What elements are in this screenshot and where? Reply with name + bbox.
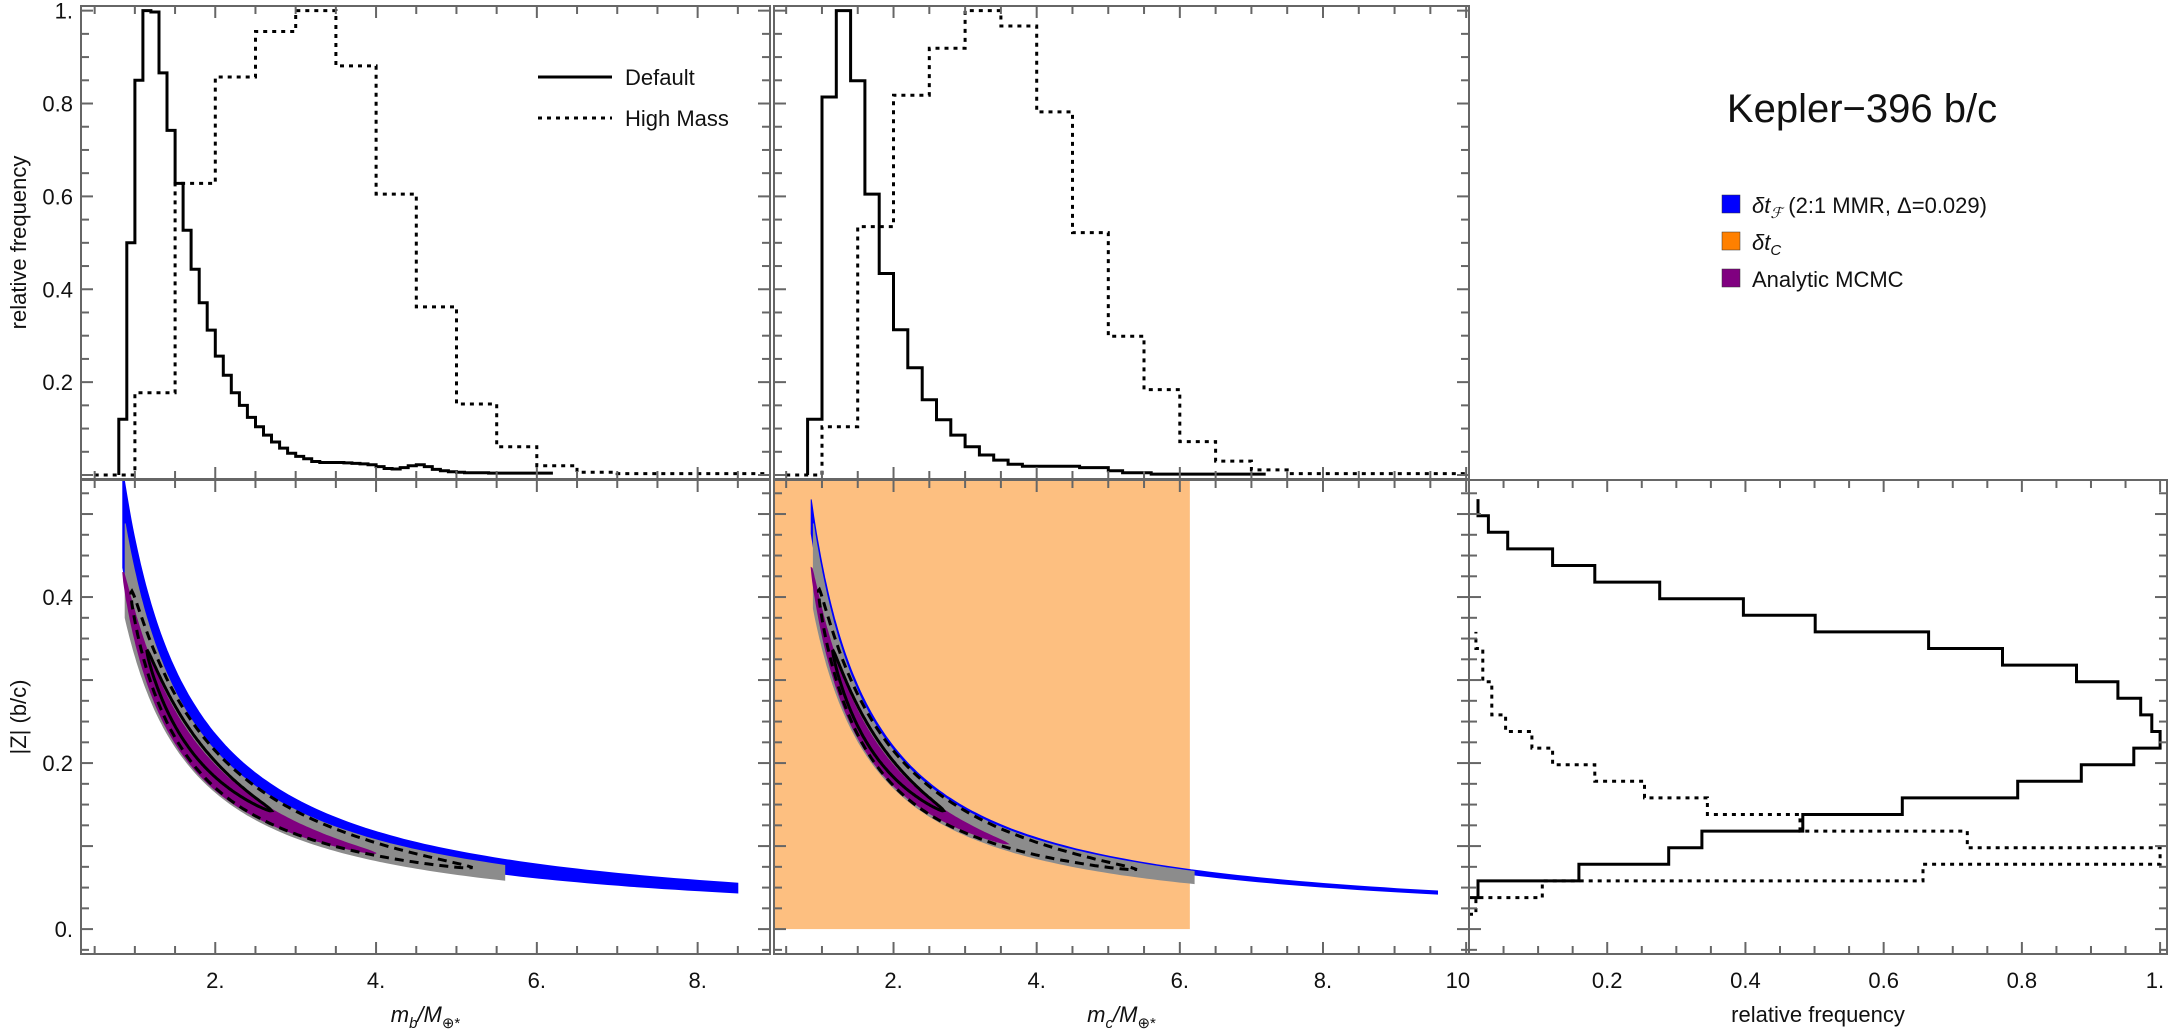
panel-top-left: 0.2 0.4 0.6 0.8 1. relative frequency [6, 0, 771, 480]
y-tick-label: 0.2 [42, 751, 73, 776]
plot-area [122, 480, 739, 894]
x-tick-label: 2. [206, 968, 224, 993]
x-label-subscript: b [409, 1015, 417, 1031]
inner-contour [145, 648, 275, 813]
y-tick-label: 0.2 [42, 370, 73, 395]
legend-label-subscript: ℱ [1770, 205, 1785, 222]
legend-label: Default [625, 65, 695, 90]
y-tick-label: 0.4 [42, 277, 73, 302]
x-tick-label: 1. [2146, 968, 2164, 993]
histogram-default [1469, 499, 2162, 900]
analytic-mcmc [810, 566, 1010, 845]
analytic-mcmc [122, 571, 377, 854]
frame [1468, 479, 2168, 955]
x-tick-label: 8. [1314, 968, 1332, 993]
x-tick-label: 8. [688, 968, 706, 993]
x-label-unit: /M [415, 1002, 442, 1027]
panel-bottom-middle: 2. 4. 6. 8. 10 mc/M⊕* [773, 479, 1470, 1031]
ticks [81, 480, 770, 954]
y-tick-label: 1. [55, 0, 73, 24]
x-label-unit-subscript: ⊕* [442, 1015, 461, 1031]
legend-label-main: δt [1752, 230, 1771, 255]
x-tick-label: 10 [1446, 968, 1470, 993]
legend-label-main: δt [1752, 193, 1771, 218]
x-tick-label: 6. [528, 968, 546, 993]
ticks [81, 6, 770, 479]
ticks [1468, 480, 2167, 954]
y-axis-label: relative frequency [6, 156, 31, 330]
ticks [774, 480, 1469, 954]
plot-area [774, 480, 1438, 930]
histogram-default [806, 9, 1266, 476]
x-tick-label: 0.6 [1868, 968, 1899, 993]
legend-label: δtC [1752, 230, 1781, 259]
legend-swatch [1721, 268, 1741, 288]
figure-title: Kepler−396 b/c [1727, 87, 1997, 131]
plot-area [1469, 499, 2162, 916]
x-tick-label: 6. [1171, 968, 1189, 993]
x-tick-label: 2. [884, 968, 902, 993]
x-tick-label: 0.4 [1730, 968, 1761, 993]
y-tick-label: 0.4 [42, 585, 73, 610]
x-tick-label: 0.8 [2007, 968, 2038, 993]
x-tick-label: 4. [367, 968, 385, 993]
legend-label: High Mass [625, 106, 729, 131]
x-axis-label: mc/M⊕* [1087, 1002, 1156, 1031]
y-axis-label: |Z| (b/c) [6, 680, 31, 755]
panel-top-middle [773, 5, 1470, 480]
outer-contour [816, 586, 1138, 872]
legend-label-subscript: C [1770, 242, 1781, 259]
x-label-symbol: m [1087, 1002, 1105, 1027]
x-label-unit-subscript: ⊕* [1137, 1015, 1156, 1031]
y-tick-label: 0. [55, 917, 73, 942]
histogram-legend: Default High Mass [538, 65, 729, 131]
legend-swatch [1721, 231, 1741, 251]
legend-label-main: Analytic MCMC [1752, 267, 1904, 292]
outer-contour [129, 588, 473, 870]
legend-label-suffix: (2:1 MMR, Δ=0.029) [1782, 193, 1987, 218]
legend-label: δtℱ (2:1 MMR, Δ=0.029) [1752, 193, 1987, 222]
x-axis-label: relative frequency [1731, 1002, 1905, 1027]
x-tick-label: 4. [1028, 968, 1046, 993]
panel-bottom-left: 2. 4. 6. 8. 0. 0.2 0.4 |Z| (b/c) mb/M⊕* [6, 479, 771, 1031]
x-tick-label: 0.2 [1592, 968, 1623, 993]
ticks [774, 6, 1469, 479]
frame [80, 479, 771, 955]
y-tick-label: 0.8 [42, 92, 73, 117]
x-label-subscript: c [1105, 1015, 1113, 1031]
x-axis-label: mb/M⊕* [391, 1002, 461, 1031]
panel-bottom-right: 0.2 0.4 0.6 0.8 1. relative frequency [1468, 479, 2168, 1027]
x-label-symbol: m [391, 1002, 409, 1027]
legend-label: Analytic MCMC [1752, 267, 1904, 292]
histogram-high-mass [786, 9, 1467, 477]
x-label-unit: /M [1111, 1002, 1138, 1027]
legend-swatch [1721, 194, 1741, 214]
dtF-band [122, 480, 739, 894]
histogram-default [117, 9, 553, 475]
inner-contour [831, 648, 947, 813]
y-tick-label: 0.6 [42, 184, 73, 209]
plot-area [786, 9, 1467, 477]
histogram-high-mass [1469, 631, 2162, 916]
